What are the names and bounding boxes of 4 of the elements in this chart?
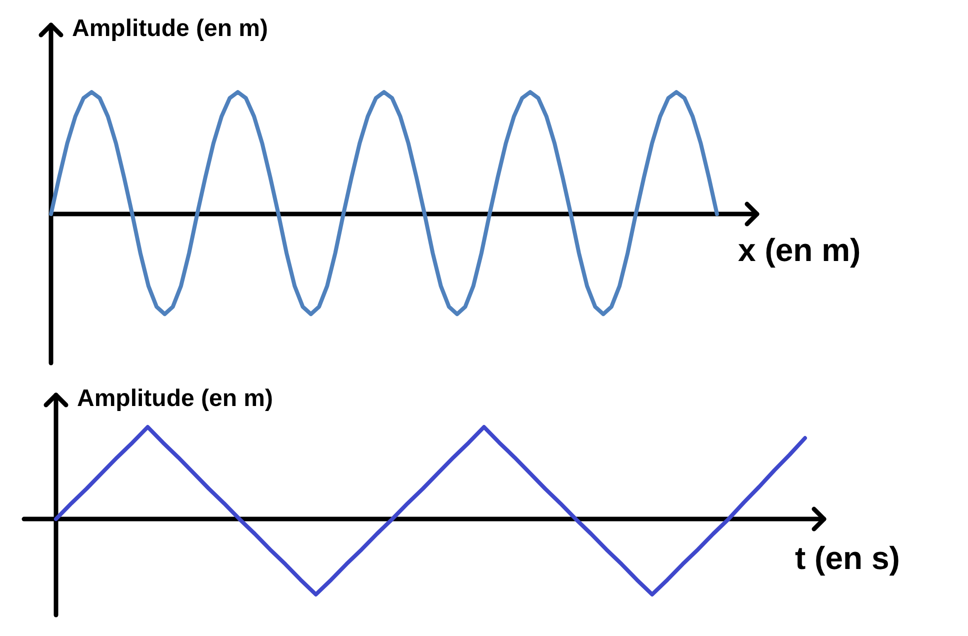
y-axis-title: Amplitude (en m) <box>72 15 268 42</box>
y-axis-title: Amplitude (en m) <box>77 385 273 412</box>
x-axis-title: t (en s) <box>795 540 900 576</box>
x-axis-title: x (en m) <box>738 232 861 268</box>
